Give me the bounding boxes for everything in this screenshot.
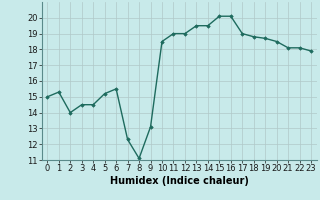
X-axis label: Humidex (Indice chaleur): Humidex (Indice chaleur) [110, 176, 249, 186]
